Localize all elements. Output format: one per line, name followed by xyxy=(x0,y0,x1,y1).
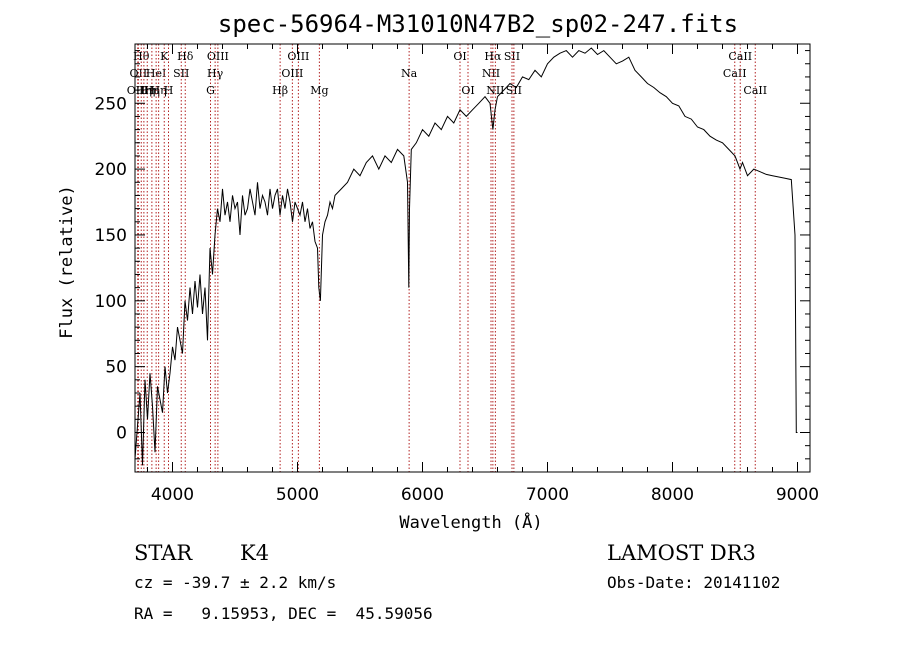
line-label-2: Hθ xyxy=(133,50,150,63)
line-label-17: OIII xyxy=(287,50,309,63)
spectral-subclass: K4 xyxy=(240,541,269,565)
line-label-26: SII xyxy=(506,84,522,97)
line-label-14: OIII xyxy=(207,50,229,63)
line-label-23: Hα xyxy=(484,50,502,63)
axis-ticks: 4000 5000 6000 7000 8000 9000 0 50 100 150 200 250 xyxy=(95,44,819,505)
x-tick-label-4: 8000 xyxy=(651,485,694,505)
x-axis-label: Wavelength (Å) xyxy=(399,511,542,533)
line-label-10: SII xyxy=(173,67,189,80)
line-label-15: Hβ xyxy=(272,84,288,97)
line-label-6: HeI xyxy=(146,67,166,80)
line-label-24: NII xyxy=(486,84,504,97)
line-label-3: Hη xyxy=(136,84,152,97)
line-label-18: Mg xyxy=(310,84,328,97)
line-label-29: CaII xyxy=(743,84,767,97)
spectrum-line xyxy=(134,47,798,466)
y-tick-label-1: 50 xyxy=(105,358,127,378)
emission-line-markers: OIIIOIIHθHηHηHηHeIHηKHSIIHδGHγOIIIHβOIII… xyxy=(127,44,767,472)
survey-name: LAMOST DR3 xyxy=(607,541,756,565)
line-label-7: Hη xyxy=(151,84,167,97)
line-label-12: G xyxy=(206,84,215,97)
chart-title: spec-56964-M31010N47B2_sp02-247.fits xyxy=(218,10,738,38)
x-tick-label-0: 4000 xyxy=(151,485,194,505)
line-label-25: SII xyxy=(504,50,520,63)
line-label-11: Hδ xyxy=(177,50,194,63)
observation-date: Obs-Date: 20141102 xyxy=(607,573,780,592)
x-tick-label-5: 9000 xyxy=(776,485,819,505)
line-label-21: OI xyxy=(461,84,474,97)
line-label-16: OIII xyxy=(281,67,303,80)
line-label-27: CaII xyxy=(723,67,747,80)
coordinates: RA = 9.15953, DEC = 45.59056 xyxy=(134,604,433,623)
line-label-19: Na xyxy=(401,67,418,80)
line-label-1: OII xyxy=(130,67,148,80)
y-tick-label-0: 0 xyxy=(116,423,127,443)
x-tick-label-3: 7000 xyxy=(526,485,569,505)
plot-frame xyxy=(134,43,811,473)
y-tick-label-2: 100 xyxy=(95,292,127,312)
y-tick-label-4: 200 xyxy=(95,160,127,180)
y-tick-label-3: 150 xyxy=(95,226,127,246)
line-label-4: Hη xyxy=(139,84,155,97)
y-tick-label-5: 250 xyxy=(95,94,127,114)
line-label-22: NII xyxy=(482,67,500,80)
line-label-13: Hγ xyxy=(207,67,224,80)
line-label-28: CaII xyxy=(728,50,752,63)
x-tick-label-1: 5000 xyxy=(276,485,319,505)
x-tick-label-2: 6000 xyxy=(401,485,444,505)
line-label-9: H xyxy=(164,84,174,97)
redshift-velocity: cz = -39.7 ± 2.2 km/s xyxy=(134,573,336,592)
object-type: STAR xyxy=(134,541,193,565)
line-label-8: K xyxy=(160,50,169,63)
line-label-20: OI xyxy=(453,50,466,63)
y-axis-label: Flux (relative) xyxy=(57,185,77,339)
